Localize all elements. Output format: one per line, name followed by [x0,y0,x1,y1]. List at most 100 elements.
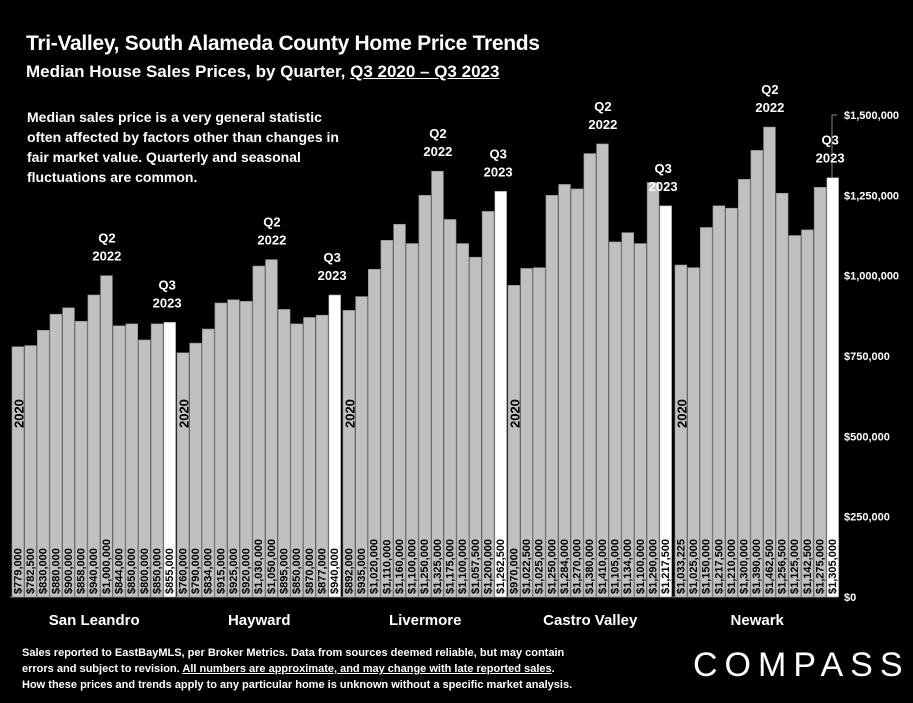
chart-title: Tri-Valley, South Alameda County Home Pr… [26,32,540,55]
bar-value-label: $877,000 [316,548,328,594]
bar [202,328,215,598]
bar-value-label: $915,000 [215,548,227,594]
group-label: Newark [731,612,785,629]
peak-annotation-year: 2022 [588,117,617,132]
bar [62,307,75,598]
y-tick-label: $750,000 [844,351,890,363]
bar-value-label: $920,000 [241,548,253,594]
bar [712,205,726,598]
bar-value-label: $800,000 [139,548,151,594]
peak-annotation-year: 2022 [423,144,452,159]
bar-value-label: $1,025,000 [688,539,700,594]
group-label: Hayward [228,612,291,629]
bar [24,345,37,598]
bar-value-label: $1,105,000 [610,539,622,594]
bar-value-label: $1,380,000 [584,539,596,594]
latest-annotation-quarter: Q3 [654,161,671,176]
bar [621,232,634,598]
bar [100,275,113,598]
bar [418,195,432,598]
bar-value-label: $1,217,500 [713,539,725,594]
bar-value-label: $892,000 [343,548,355,594]
bar [469,256,482,598]
source-footer: Sales reported to EastBayMLS, per Broker… [22,645,632,693]
bar-value-label: $1,030,000 [253,539,265,594]
latest-annotation-year: 2023 [318,268,347,283]
y-tick-label: $1,500,000 [844,110,899,122]
latest-annotation-quarter: Q3 [489,146,506,161]
bar [138,339,151,598]
bar [481,211,495,598]
bar-value-label: $1,250,000 [419,539,431,594]
bar-value-label: $1,210,000 [726,539,738,594]
bar [750,150,764,598]
bar-value-label: $1,284,000 [559,539,571,594]
bar-value-label: $779,000 [12,548,24,594]
bar [290,323,304,598]
subtitle-range: Q3 2020 – Q3 2023 [350,62,500,81]
bar-value-label: $1,057,500 [470,539,482,594]
group-label: San Leandro [49,612,140,629]
bar [49,313,63,598]
footer-line-1: Sales reported to EastBayMLS, per Broker… [22,647,565,659]
bar [265,259,278,598]
bar-value-label: $790,000 [190,548,202,594]
bar-value-label: $1,110,000 [381,540,393,594]
bar-value-label: $1,250,000 [546,539,558,594]
footer-line-2: errors and subject to revision. All numb… [22,661,632,677]
bar [214,302,228,598]
bar [112,325,126,598]
bar [813,187,827,598]
start-year-label: 2020 [11,399,26,428]
bar [558,184,571,598]
latest-annotation-year: 2023 [484,164,513,179]
latest-annotation-quarter: Q3 [323,250,340,265]
bar [775,192,789,598]
bar [380,240,394,598]
bar-value-label: $900,000 [63,548,75,594]
bar [125,323,138,598]
subtitle-prefix: Median House Sales Prices, by Quarter, [26,62,346,81]
bar-value-label: $935,000 [356,548,368,594]
bar [788,235,801,598]
bar [570,188,584,598]
peak-annotation-year: 2022 [755,100,784,115]
bar [659,205,672,598]
bar [763,126,776,598]
bar-value-label: $1,100,000 [635,539,647,594]
bar [239,301,253,598]
latest-annotation-year: 2023 [816,151,845,166]
group-label: Livermore [389,612,462,629]
bar [431,170,444,598]
bar-value-label: $858,000 [76,548,88,594]
bar-value-label: $1,100,000 [407,539,419,594]
bar [189,342,202,598]
bar-value-label: $1,275,000 [814,539,826,594]
bar-value-label: $834,000 [203,548,215,594]
bar [737,178,751,598]
bar [699,227,713,598]
bar-value-label: $940,000 [88,548,100,594]
bar [443,219,457,598]
bar-value-label: $1,390,000 [751,539,763,594]
bar [507,285,521,598]
bar [367,268,381,598]
bar-value-label: $895,000 [279,548,291,594]
bar-value-label: $1,325,000 [432,539,444,594]
disclaimer-note: Median sales price is a very general sta… [27,109,339,185]
bar-value-label: $870,000 [304,548,316,594]
bar-value-label: $1,142,500 [802,539,814,594]
bar [405,243,419,598]
bar-value-label: $1,175,000 [445,539,457,594]
latest-annotation-year: 2023 [649,179,678,194]
latest-annotation-quarter: Q3 [158,277,175,292]
bar-value-label: $1,305,000 [827,539,839,594]
footer-line-3: How these prices and trends apply to any… [22,679,573,691]
peak-annotation-year: 2022 [257,233,286,248]
bar [520,268,533,598]
bar-value-label: $1,410,000 [597,539,609,594]
bar-value-label: $760,000 [177,548,189,594]
bar-value-label: $1,134,000 [622,539,634,594]
bar [328,294,341,598]
bar [342,310,356,598]
